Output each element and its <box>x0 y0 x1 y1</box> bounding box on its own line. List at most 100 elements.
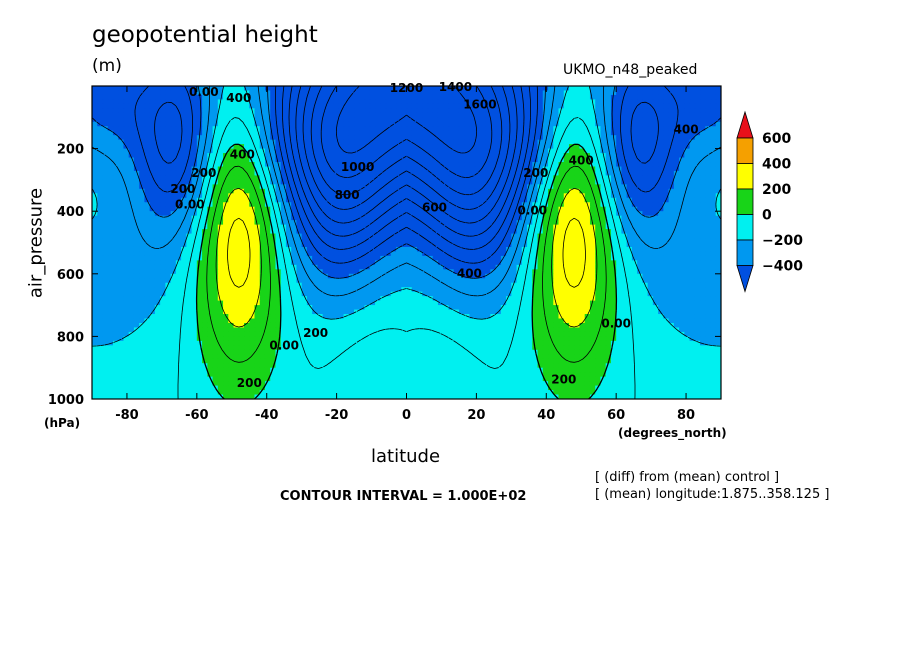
field-cell <box>658 166 664 172</box>
field-cell <box>679 260 685 266</box>
field-cell <box>437 112 444 118</box>
field-cell <box>443 233 450 239</box>
field-cell <box>705 224 712 230</box>
field-cell <box>107 112 114 118</box>
field-cell <box>673 215 680 221</box>
field-cell <box>223 99 229 105</box>
field-cell <box>343 108 350 114</box>
field-cell <box>532 202 539 208</box>
field-cell <box>149 229 156 235</box>
field-cell <box>689 229 696 235</box>
field-cell <box>673 197 680 203</box>
field-cell <box>443 184 450 190</box>
field-cell <box>133 153 140 159</box>
field-cell <box>112 139 119 145</box>
field-cell <box>658 202 664 208</box>
field-cell <box>364 242 371 248</box>
field-cell <box>312 90 318 96</box>
field-cell <box>364 94 371 101</box>
field-cell <box>626 135 633 141</box>
field-cell <box>401 255 408 261</box>
field-cell <box>485 264 491 270</box>
field-cell <box>306 197 313 203</box>
field-cell <box>165 144 172 150</box>
field-cell <box>238 184 245 190</box>
field-cell <box>338 112 345 118</box>
field-cell <box>553 121 560 127</box>
field-cell <box>532 246 539 253</box>
field-cell <box>359 229 366 235</box>
field-cell <box>327 135 334 141</box>
field-cell <box>317 246 324 253</box>
field-cell <box>537 246 544 253</box>
field-cell <box>385 246 392 253</box>
field-cell <box>684 220 691 226</box>
field-cell <box>322 242 329 248</box>
field-cell <box>354 251 360 257</box>
field-cell <box>563 238 570 244</box>
field-cell <box>165 260 172 266</box>
field-cell <box>715 220 721 226</box>
field-cell <box>616 251 623 257</box>
field-cell <box>710 184 717 190</box>
field-cell <box>511 94 518 101</box>
field-cell <box>154 211 161 217</box>
field-cell <box>291 153 298 159</box>
field-cell <box>92 94 98 101</box>
field-cell <box>406 215 413 221</box>
field-cell <box>128 269 135 275</box>
field-cell <box>259 251 266 257</box>
field-cell <box>212 211 219 217</box>
field-cell <box>416 179 423 185</box>
field-cell <box>715 99 721 105</box>
field-cell <box>679 215 685 221</box>
field-cell <box>411 206 418 212</box>
field-cell <box>700 139 706 145</box>
field-cell <box>92 238 98 244</box>
field-cell <box>375 144 381 150</box>
field-cell <box>668 139 675 145</box>
field-cell <box>464 103 470 109</box>
field-cell <box>532 193 539 199</box>
field-cell <box>102 86 109 92</box>
field-cell <box>181 197 187 203</box>
field-cell <box>123 242 130 248</box>
field-cell <box>427 103 434 109</box>
field-cell <box>506 126 512 132</box>
field-cell <box>92 121 98 127</box>
field-cell <box>175 269 182 275</box>
field-cell <box>448 170 455 177</box>
field-cell <box>469 251 476 257</box>
field-cell <box>369 139 376 145</box>
field-cell <box>249 229 256 235</box>
field-cell <box>191 184 198 190</box>
field-cell <box>338 103 345 109</box>
field-cell <box>322 233 329 239</box>
field-cell <box>380 170 387 177</box>
field-cell <box>254 121 261 127</box>
field-cell <box>107 260 114 266</box>
field-cell <box>249 148 256 154</box>
field-cell <box>327 206 334 212</box>
field-cell <box>385 220 392 226</box>
field-cell <box>270 153 277 159</box>
field-cell <box>301 224 308 230</box>
field-cell <box>584 90 591 96</box>
field-cell <box>375 153 381 159</box>
field-cell <box>479 148 486 154</box>
field-cell <box>118 153 125 159</box>
field-cell <box>128 206 135 212</box>
field-cell <box>589 86 596 92</box>
field-cell <box>516 251 523 257</box>
field-cell <box>479 246 486 253</box>
field-cell <box>652 215 659 221</box>
field-cell <box>223 246 229 253</box>
field-cell <box>631 121 638 127</box>
field-cell <box>705 220 712 226</box>
field-cell <box>406 202 413 208</box>
field-cell <box>102 211 109 217</box>
field-cell <box>700 162 706 168</box>
field-cell <box>568 179 575 185</box>
field-cell <box>291 211 298 217</box>
field-cell <box>170 224 177 230</box>
